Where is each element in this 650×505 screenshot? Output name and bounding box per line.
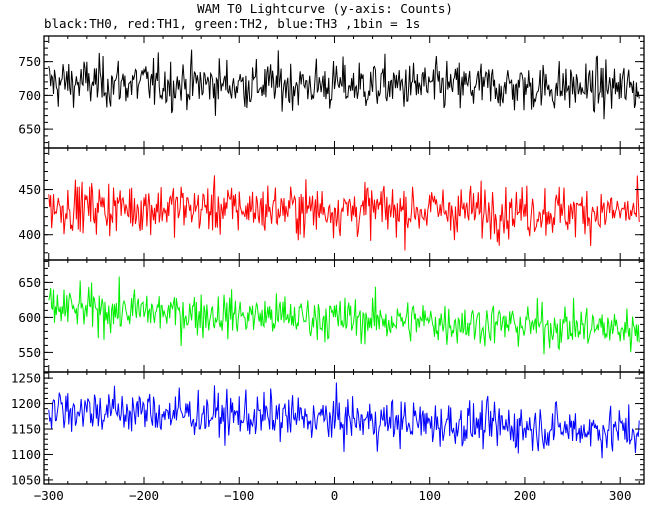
- chart-subtitle: black:TH0, red:TH1, green:TH2, blue:TH3 …: [44, 16, 421, 31]
- x-tick-label: 100: [418, 488, 441, 503]
- x-axis: −300 −200 −100 0 100 200 300: [34, 488, 632, 503]
- x-tick-label: −200: [129, 488, 159, 503]
- x-tick-label: −300: [34, 488, 64, 503]
- x-tick-label: 0: [331, 488, 339, 503]
- series-line-th2: [48, 276, 640, 355]
- panel-th1: 400 450: [18, 147, 645, 261]
- y-tick-label: 1150: [11, 422, 41, 437]
- y-tick-label: 600: [18, 310, 41, 325]
- panel-th3: 1050 1100 1150 1200 1250: [11, 371, 645, 487]
- y-tick-label: 1200: [11, 396, 41, 411]
- x-tick-label: 300: [609, 488, 632, 503]
- y-tick-label: 550: [18, 345, 41, 360]
- y-tick-label: 1050: [11, 472, 41, 487]
- chart-title: WAM T0 Lightcurve (y-axis: Counts): [197, 1, 453, 16]
- x-tick-label: 200: [514, 488, 537, 503]
- panel-th2: 550 600 650: [18, 259, 645, 373]
- y-tick-label: 1100: [11, 447, 41, 462]
- series-line-th3: [48, 382, 640, 459]
- y-tick-label: 650: [18, 122, 41, 137]
- y-tick-label: 1250: [11, 371, 41, 386]
- panel-th0: 650 700 750: [18, 35, 645, 149]
- panels-layer: 650 700 750 400 450 550 600 650 1050 1100 1150 1200…: [11, 35, 645, 487]
- y-tick-label: 650: [18, 275, 41, 290]
- y-tick-label: 400: [18, 227, 41, 242]
- series-line-th0: [48, 49, 640, 120]
- y-tick-label: 450: [18, 182, 41, 197]
- x-tick-label: −100: [224, 488, 254, 503]
- y-tick-label: 750: [18, 54, 41, 69]
- panel-frame: [43, 371, 645, 485]
- series-line-th1: [48, 175, 640, 251]
- y-tick-label: 700: [18, 88, 41, 103]
